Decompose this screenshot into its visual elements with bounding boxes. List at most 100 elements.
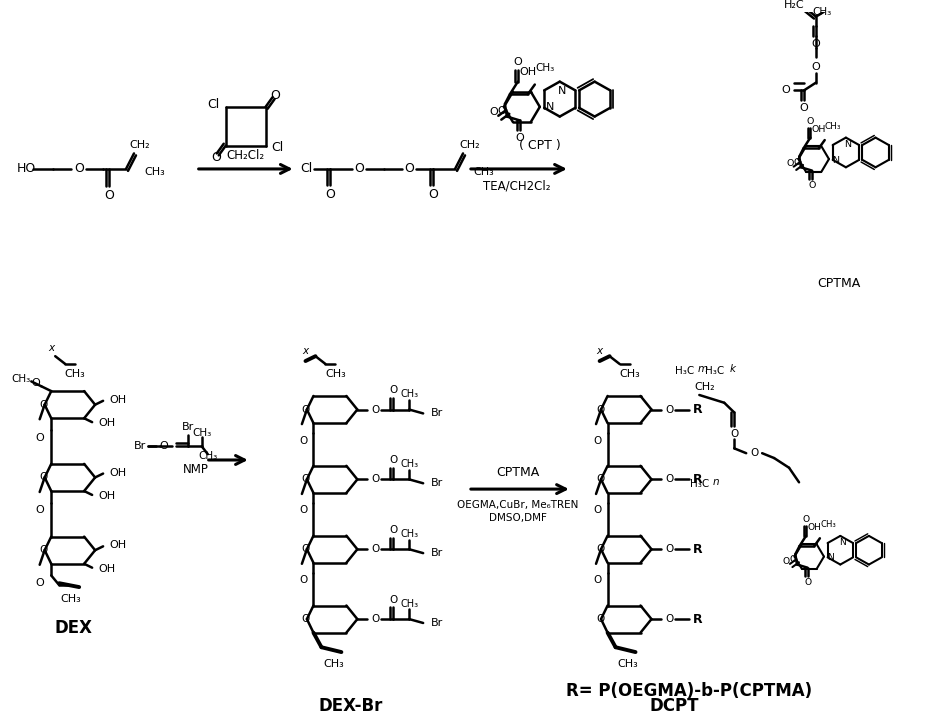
Text: O: O [389, 594, 396, 604]
Text: O: O [40, 545, 48, 555]
Text: R: R [692, 612, 701, 626]
Text: O: O [270, 89, 280, 102]
Text: O: O [792, 158, 800, 167]
Text: O: O [593, 505, 601, 516]
Text: O: O [665, 544, 673, 554]
Text: n: n [712, 478, 718, 488]
Text: O: O [299, 505, 308, 516]
Text: O: O [596, 544, 603, 554]
Text: O: O [807, 181, 815, 190]
Text: x: x [48, 343, 54, 353]
Text: O: O [389, 385, 396, 395]
Text: O: O [389, 525, 396, 535]
Text: O: O [781, 85, 789, 95]
Text: OH: OH [98, 491, 115, 501]
Text: CH₃: CH₃ [616, 659, 637, 669]
Text: O: O [40, 399, 48, 409]
Text: CH₃: CH₃ [325, 369, 346, 379]
Text: CH₂: CH₂ [129, 140, 150, 150]
Text: CH₃: CH₃ [399, 528, 418, 538]
Text: O: O [811, 39, 819, 49]
Text: k: k [729, 364, 734, 374]
Text: O: O [803, 577, 810, 587]
Text: O: O [497, 105, 506, 115]
Text: O: O [404, 163, 413, 176]
Text: O: O [301, 614, 310, 624]
Text: N: N [545, 102, 553, 112]
Text: O: O [160, 442, 168, 452]
Text: O: O [299, 575, 308, 585]
Text: H₂C: H₂C [783, 0, 803, 10]
Text: ( CPT ): ( CPT ) [518, 139, 560, 152]
Text: Cl: Cl [208, 98, 220, 111]
Text: O: O [325, 188, 335, 201]
Text: Br: Br [430, 478, 443, 488]
Text: O: O [665, 614, 673, 624]
Text: R= P(OEGMA)-b-P(CPTMA): R= P(OEGMA)-b-P(CPTMA) [565, 682, 812, 700]
Text: CH₃: CH₃ [198, 451, 217, 461]
Text: O: O [371, 614, 379, 624]
Text: O: O [750, 448, 757, 458]
Text: O: O [301, 404, 310, 414]
Text: CH₃: CH₃ [819, 521, 835, 529]
Text: CH₃: CH₃ [65, 369, 86, 379]
Text: CH₃: CH₃ [534, 63, 554, 73]
Text: OH: OH [98, 564, 115, 574]
Text: O: O [788, 555, 796, 564]
Text: R: R [692, 473, 701, 486]
Text: OH: OH [109, 541, 126, 551]
Text: O: O [785, 159, 793, 168]
Text: O: O [801, 516, 809, 525]
Text: O: O [489, 107, 497, 117]
Text: DMSO,DMF: DMSO,DMF [488, 513, 547, 523]
Text: N: N [844, 141, 851, 149]
Text: O: O [799, 103, 807, 113]
Text: CH₃: CH₃ [192, 428, 211, 438]
Text: O: O [301, 475, 310, 485]
Text: Cl: Cl [300, 163, 312, 176]
Text: O: O [35, 432, 43, 442]
Text: O: O [104, 189, 114, 201]
Text: CH₂: CH₂ [459, 140, 480, 150]
Text: O: O [371, 544, 379, 554]
Text: OH: OH [98, 418, 115, 428]
Text: TEA/CH2Cl₂: TEA/CH2Cl₂ [482, 180, 550, 193]
Text: O: O [211, 151, 221, 163]
Text: CPTMA: CPTMA [817, 277, 860, 290]
Text: CH₃: CH₃ [143, 167, 164, 177]
Text: CH₃: CH₃ [399, 459, 418, 469]
Text: H₃C: H₃C [674, 366, 693, 376]
Text: OH: OH [806, 523, 820, 533]
Text: O: O [299, 436, 308, 445]
Text: Br: Br [430, 409, 443, 419]
Text: DEX: DEX [54, 619, 93, 637]
Text: OEGMA,CuBr, Me₆TREN: OEGMA,CuBr, Me₆TREN [457, 500, 578, 510]
Text: O: O [75, 163, 84, 176]
Text: O: O [665, 475, 673, 485]
Text: O: O [514, 133, 524, 143]
Text: OH: OH [811, 125, 825, 134]
Text: CH₃: CH₃ [399, 389, 418, 399]
Text: N: N [557, 86, 565, 96]
Text: Br: Br [181, 422, 194, 432]
Text: O: O [593, 436, 601, 445]
Text: O: O [371, 404, 379, 414]
Text: OH: OH [109, 467, 126, 478]
Text: CH₃: CH₃ [399, 599, 418, 609]
Text: Br: Br [133, 442, 145, 452]
Text: OH: OH [518, 67, 536, 77]
Text: H₃C: H₃C [689, 479, 708, 489]
Text: Br: Br [430, 548, 443, 558]
Text: N: N [832, 156, 838, 165]
Text: DCPT: DCPT [649, 698, 699, 716]
Text: HO: HO [16, 163, 36, 176]
Text: CH₃: CH₃ [824, 122, 840, 130]
Text: O: O [811, 62, 819, 72]
Text: m: m [697, 364, 707, 374]
Text: O: O [428, 188, 438, 201]
Text: O: O [806, 117, 813, 125]
Text: NMP: NMP [183, 463, 209, 476]
Text: R: R [692, 543, 701, 556]
Text: O: O [371, 475, 379, 485]
Text: R: R [692, 403, 701, 416]
